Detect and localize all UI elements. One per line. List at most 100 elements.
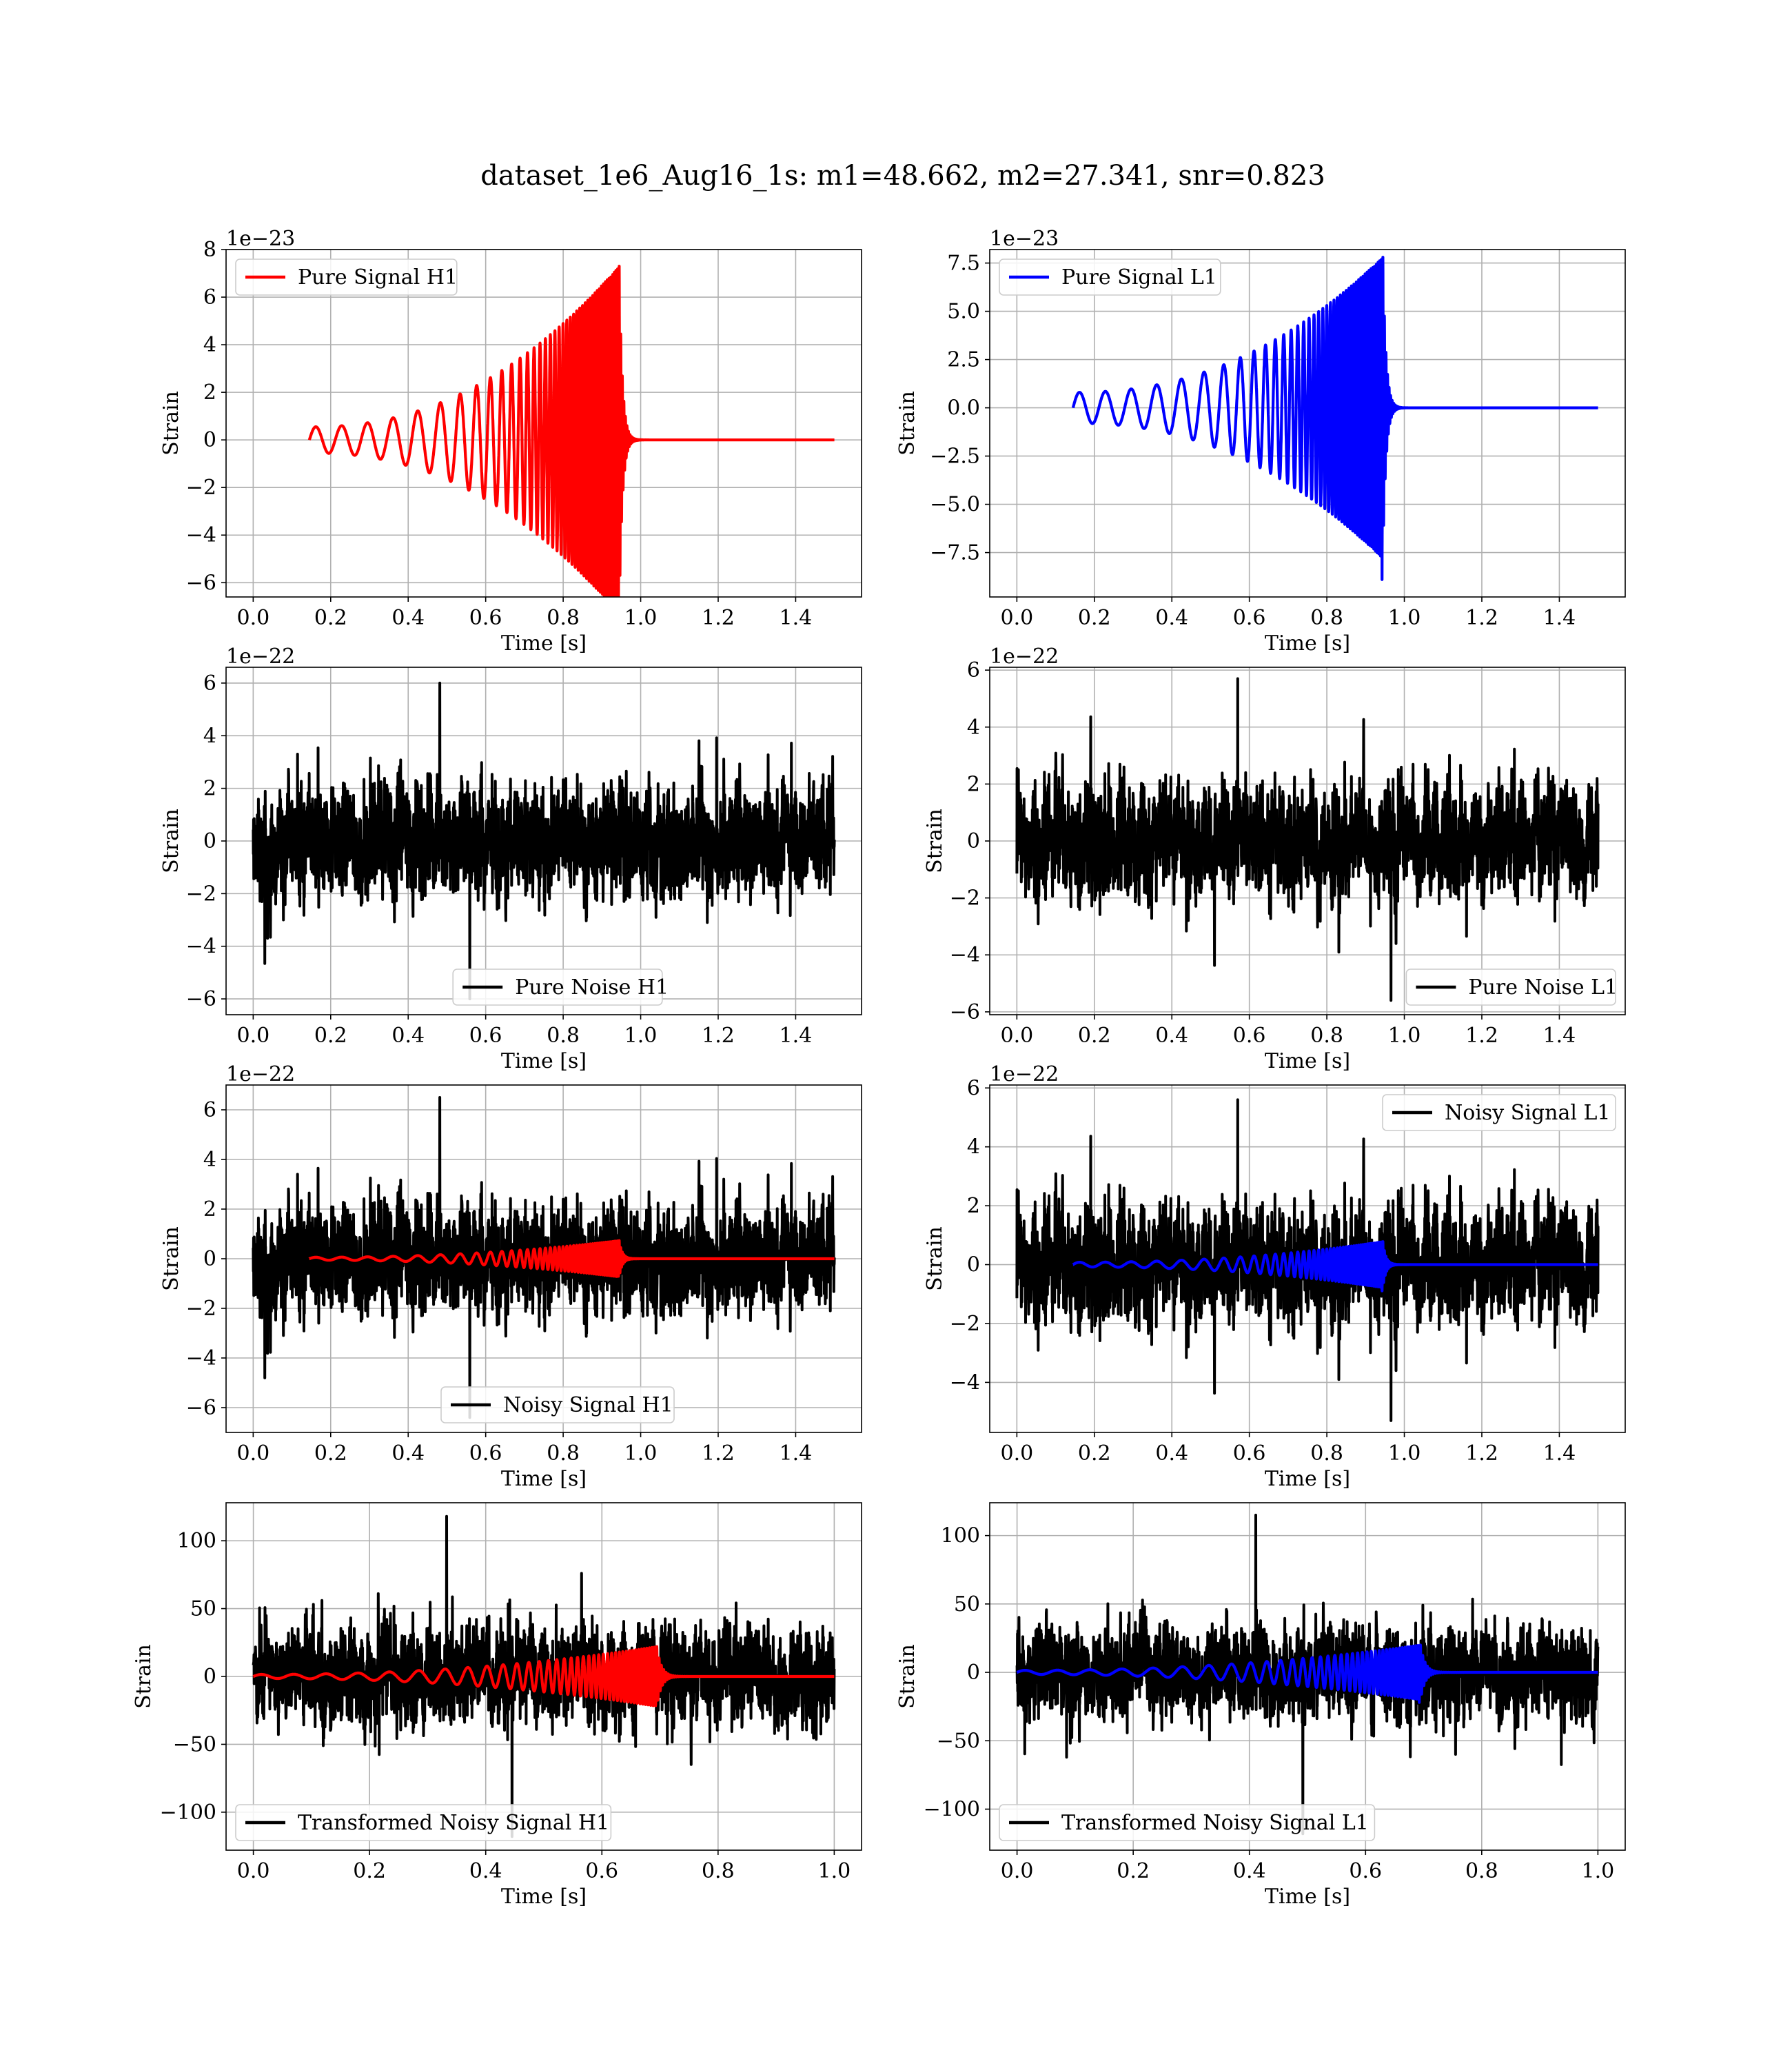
figure-title: dataset_1e6_Aug16_1s: m1=48.662, m2=27.3… (480, 160, 1325, 192)
y-tick-label: −4 (186, 935, 216, 959)
x-tick-label: 1.0 (624, 606, 658, 630)
series-group (1015, 677, 1600, 1002)
y-tick-label: −6 (950, 1000, 980, 1024)
series-line-noise (252, 681, 836, 1001)
x-axis-label: Time [s] (1265, 1049, 1350, 1073)
x-tick-label: 1.2 (702, 606, 735, 630)
x-tick-label: 1.4 (780, 1441, 813, 1466)
subplot-pure-signal-h1: 0.0 0.2 0.4 0.6 0.8 1.0 1.2 1.4 −6 −4 −2 0 2 4 6 8 Time … (159, 227, 862, 656)
x-axis-label: Time [s] (501, 631, 587, 656)
y-tick-label: −50 (937, 1729, 980, 1753)
x-tick-label: 0.0 (236, 1024, 269, 1048)
x-tick-label: 0.0 (1000, 606, 1033, 630)
series-line-signal (1015, 1643, 1600, 1704)
axes-frame (225, 249, 862, 598)
x-tick-label: 0.2 (314, 1024, 347, 1048)
series-group (1015, 1098, 1600, 1422)
y-tick-label: 0 (967, 1661, 980, 1685)
y-tick-label: 0 (203, 829, 216, 853)
x-tick-label: 1.2 (1465, 1441, 1498, 1466)
x-tick-label: 0.8 (547, 1024, 580, 1048)
y-offset-text: 1e−22 (226, 1062, 295, 1086)
y-axis-label: Strain (159, 809, 183, 873)
legend: Pure Noise L1 (1405, 969, 1618, 1006)
y-axis-label: Strain (159, 1226, 183, 1291)
legend: Noisy Signal H1 (440, 1386, 675, 1423)
y-tick-label: −6 (186, 571, 216, 595)
y-tick-label: 0.0 (947, 396, 980, 420)
x-tick-label: 0.0 (1000, 1441, 1033, 1466)
series-line-noise (252, 1514, 836, 1838)
x-tick-label: 0.4 (391, 1024, 425, 1048)
y-tick-label: 6 (967, 658, 980, 682)
subplot-noisy-signal-h1: 0.0 0.2 0.4 0.6 0.8 1.0 1.2 1.4 −6 −4 −2 0 2 4 6 Time [… (159, 1062, 862, 1491)
x-tick-label: 0.0 (236, 1441, 269, 1466)
legend-frame (235, 258, 458, 296)
x-axis-label: Time [s] (1265, 1467, 1350, 1491)
x-tick-label: 0.6 (1233, 1441, 1266, 1466)
x-tick-label: 0.6 (585, 1859, 618, 1883)
legend-label: Pure Noise H1 (515, 975, 669, 1000)
y-tick-label: 6 (203, 285, 216, 310)
legend-frame (999, 1804, 1376, 1841)
legend: Noisy Signal L1 (1382, 1094, 1616, 1131)
x-tick-label: 0.4 (1233, 1859, 1266, 1883)
y-tick-label: 100 (941, 1524, 980, 1548)
y-offset-text: 1e−22 (990, 645, 1059, 669)
legend-label: Pure Noise L1 (1468, 975, 1618, 1000)
x-tick-label: 1.0 (1388, 1441, 1421, 1466)
x-tick-label: 1.4 (1543, 1024, 1576, 1048)
subplot-pure-noise-l1: 0.0 0.2 0.4 0.6 0.8 1.0 1.2 1.4 −6 −4 −2 0 2 4 6 Time [… (923, 645, 1626, 1073)
x-tick-label: 0.6 (469, 1024, 502, 1048)
x-tick-label: 1.0 (624, 1441, 658, 1466)
y-tick-label: 0 (203, 428, 216, 452)
x-tick-label: 1.0 (818, 1859, 851, 1883)
axes-frame (989, 249, 1626, 598)
y-tick-label: 50 (954, 1592, 980, 1616)
x-tick-label: 1.4 (780, 1024, 813, 1048)
y-tick-label: 2 (967, 1194, 980, 1218)
y-tick-label: 4 (203, 724, 216, 748)
y-axis-label: Strain (923, 1226, 947, 1291)
series-group (1071, 256, 1600, 581)
x-axis-label: Time [s] (501, 1467, 587, 1491)
x-tick-label: 0.0 (1001, 1859, 1034, 1883)
y-axis-label: Strain (923, 809, 947, 873)
x-tick-label: 0.6 (1233, 606, 1266, 630)
x-tick-label: 0.6 (469, 606, 502, 630)
axes-frame (989, 1502, 1626, 1851)
series-line-noise (252, 1096, 836, 1419)
legend: Pure Noise H1 (452, 969, 669, 1006)
legend-frame (1405, 969, 1616, 1006)
y-tick-label: 100 (177, 1529, 216, 1553)
y-tick-label: −2 (950, 886, 980, 911)
x-tick-label: 0.8 (547, 606, 580, 630)
y-offset-text: 1e−23 (990, 227, 1059, 251)
y-offset-text: 1e−22 (226, 645, 295, 669)
x-tick-label: 0.2 (1078, 1441, 1111, 1466)
x-tick-label: 1.2 (1465, 606, 1498, 630)
x-tick-label: 0.2 (1078, 1024, 1111, 1048)
x-tick-label: 0.6 (1233, 1024, 1266, 1048)
y-tick-label: 0 (203, 1665, 216, 1689)
x-tick-label: 0.2 (1117, 1859, 1150, 1883)
x-tick-label: 0.8 (1310, 606, 1343, 630)
x-tick-label: 0.8 (1465, 1859, 1498, 1883)
y-tick-label: 2 (203, 777, 216, 801)
x-tick-label: 0.2 (353, 1859, 386, 1883)
legend: Pure Signal L1 (999, 258, 1221, 296)
x-tick-label: 0.8 (1310, 1024, 1343, 1048)
y-tick-label: −4 (186, 523, 216, 547)
y-tick-label: −100 (924, 1797, 980, 1821)
legend-label: Transformed Noisy Signal H1 (298, 1811, 609, 1835)
x-tick-label: 0.2 (314, 1441, 347, 1466)
series-line-signal (307, 1239, 836, 1278)
legend-label: Noisy Signal H1 (503, 1393, 673, 1417)
y-tick-label: 4 (967, 1135, 980, 1159)
y-tick-label: −4 (186, 1346, 216, 1370)
x-axis-label: Time [s] (501, 1885, 587, 1909)
x-tick-label: 0.0 (237, 1859, 270, 1883)
legend-label: Pure Signal L1 (1061, 265, 1217, 290)
